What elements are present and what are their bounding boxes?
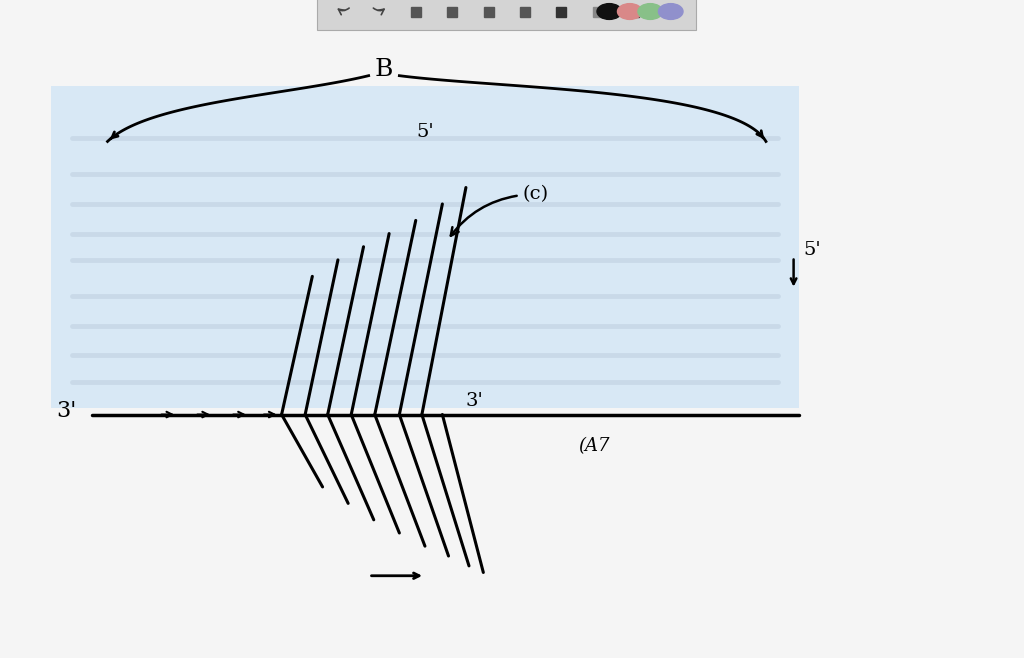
Text: (A7: (A7 xyxy=(579,438,610,455)
Text: 5': 5' xyxy=(804,241,821,259)
Circle shape xyxy=(617,4,642,20)
Text: 3': 3' xyxy=(466,392,483,411)
Text: (c): (c) xyxy=(451,185,549,236)
Text: 3': 3' xyxy=(56,400,77,422)
Circle shape xyxy=(597,4,622,20)
Text: 5': 5' xyxy=(416,124,434,141)
Bar xyxy=(51,86,799,408)
Text: B: B xyxy=(375,58,393,80)
Bar xyxy=(317,0,696,30)
Circle shape xyxy=(638,4,663,20)
Circle shape xyxy=(658,4,683,20)
